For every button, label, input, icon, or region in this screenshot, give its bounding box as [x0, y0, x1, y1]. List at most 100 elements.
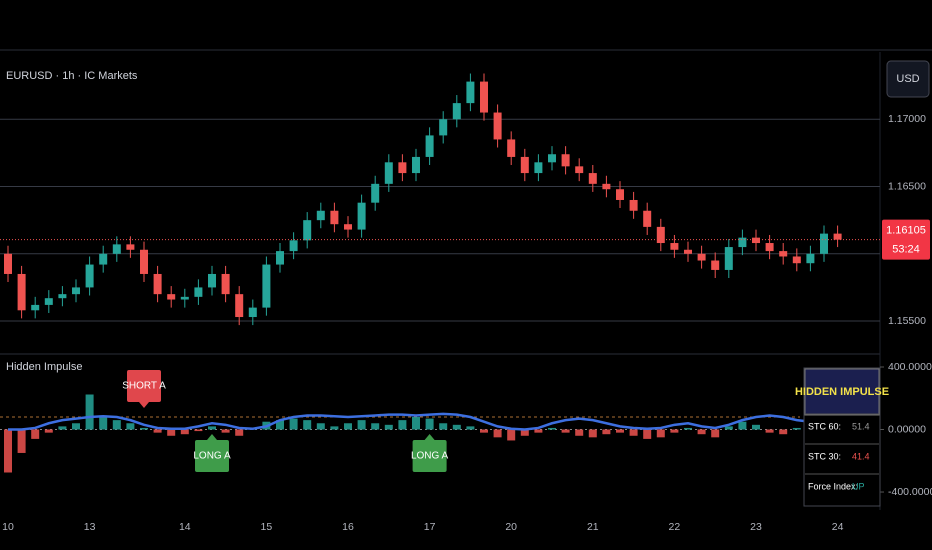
- histogram-bar: [520, 429, 529, 436]
- currency-label[interactable]: USD: [896, 73, 919, 85]
- candle-body: [384, 162, 393, 184]
- histogram-bar: [684, 427, 692, 430]
- histogram-bar: [466, 426, 475, 430]
- signal-pointer: [139, 402, 149, 408]
- candle-body: [738, 237, 747, 248]
- panel-row-label: STC 60:: [808, 421, 841, 431]
- candle-body: [140, 249, 148, 274]
- candle-body: [17, 273, 26, 311]
- y-tick-label: 400.00000: [888, 361, 932, 373]
- panel-row-value: 51.4: [852, 421, 870, 431]
- signal-box: [195, 440, 229, 472]
- signal-pointer: [207, 434, 217, 440]
- candle-body: [112, 244, 121, 254]
- candle-body: [31, 304, 40, 311]
- candle-body: [602, 183, 611, 190]
- candle-body: [588, 173, 597, 184]
- panel-row-value: 41.4: [852, 451, 870, 461]
- signal-label: LONG A: [411, 451, 449, 462]
- y-tick-label: 0.00000: [888, 423, 926, 435]
- candle-body: [684, 249, 692, 254]
- histogram-bar: [344, 423, 352, 430]
- histogram-bar: [670, 429, 679, 433]
- candle-body: [126, 244, 135, 250]
- candle-body: [752, 237, 760, 244]
- currency-button[interactable]: [886, 60, 930, 98]
- candle-body: [248, 307, 257, 318]
- x-tick-label: 21: [587, 521, 599, 533]
- histogram-bar: [752, 424, 760, 430]
- histogram-bar: [724, 426, 733, 430]
- candle-body: [452, 103, 461, 120]
- panel-title: HIDDEN IMPULSE: [795, 386, 889, 398]
- histogram-bar: [330, 426, 339, 430]
- x-tick-label: 20: [505, 521, 517, 533]
- histogram-bar: [112, 420, 121, 430]
- histogram-bar: [31, 429, 40, 439]
- histogram-bar: [140, 427, 148, 430]
- histogram-bar: [44, 429, 53, 433]
- histogram-bar: [303, 420, 312, 430]
- panel-row-label: STC 30:: [808, 451, 841, 461]
- candle-body: [711, 260, 720, 270]
- candle-body: [561, 154, 570, 167]
- candle-body: [425, 135, 434, 157]
- candle-body: [208, 273, 216, 288]
- x-tick-label: 13: [84, 521, 96, 533]
- candle-body: [670, 243, 679, 250]
- candle-body: [398, 162, 407, 174]
- candle-body: [806, 253, 815, 264]
- x-tick-label: 24: [832, 521, 844, 533]
- histogram-bar: [697, 429, 706, 435]
- candle-body: [656, 226, 665, 244]
- candle-body: [616, 189, 624, 200]
- candle-body: [575, 166, 584, 174]
- x-tick-label: 17: [424, 521, 436, 533]
- histogram-bar: [384, 424, 393, 430]
- candle-body: [534, 162, 543, 174]
- histogram-bar: [235, 429, 244, 436]
- histogram-bar: [289, 418, 298, 430]
- histogram-bar: [452, 424, 461, 430]
- x-tick-label: 23: [750, 521, 762, 533]
- signal-pointer: [424, 434, 435, 440]
- histogram-bar: [643, 429, 652, 439]
- candle-body: [99, 253, 108, 265]
- y-tick-label: 1.16500: [888, 180, 926, 192]
- y-tick-label: 1.15500: [888, 315, 926, 327]
- histogram-bar: [276, 420, 284, 430]
- candle-body: [724, 247, 733, 270]
- last-price-tag: [882, 219, 930, 260]
- candle-body: [643, 210, 652, 227]
- histogram-bar: [561, 429, 570, 433]
- candle-body: [697, 253, 706, 261]
- candle-body: [357, 202, 366, 230]
- candle-body: [412, 156, 420, 174]
- histogram-bar: [616, 429, 624, 433]
- candle-body: [833, 233, 842, 240]
- signal-label: SHORT A: [122, 381, 166, 392]
- panel-row-value: UP: [852, 481, 865, 491]
- x-tick-label: 16: [342, 521, 354, 533]
- candle-body: [167, 294, 176, 300]
- candle-body: [466, 81, 475, 104]
- candle-body: [820, 233, 828, 254]
- histogram-bar: [575, 429, 584, 436]
- histogram-bar: [507, 429, 516, 441]
- panel-header: [804, 368, 880, 416]
- candle-body: [792, 256, 801, 264]
- histogram-bar: [371, 423, 380, 430]
- histogram-bar: [126, 423, 135, 430]
- candle-body: [276, 251, 284, 265]
- candle-body: [303, 220, 312, 241]
- histogram-bar: [208, 426, 216, 430]
- countdown: 53:24: [892, 244, 920, 256]
- candle-body: [221, 273, 230, 295]
- candle-body: [765, 243, 774, 252]
- x-tick-label: 14: [179, 521, 191, 533]
- histogram-bar: [167, 429, 176, 436]
- histogram-bar: [194, 429, 203, 432]
- y-tick-label: -400.00000: [888, 486, 932, 498]
- candle-body: [507, 139, 516, 157]
- candle-body: [520, 156, 529, 174]
